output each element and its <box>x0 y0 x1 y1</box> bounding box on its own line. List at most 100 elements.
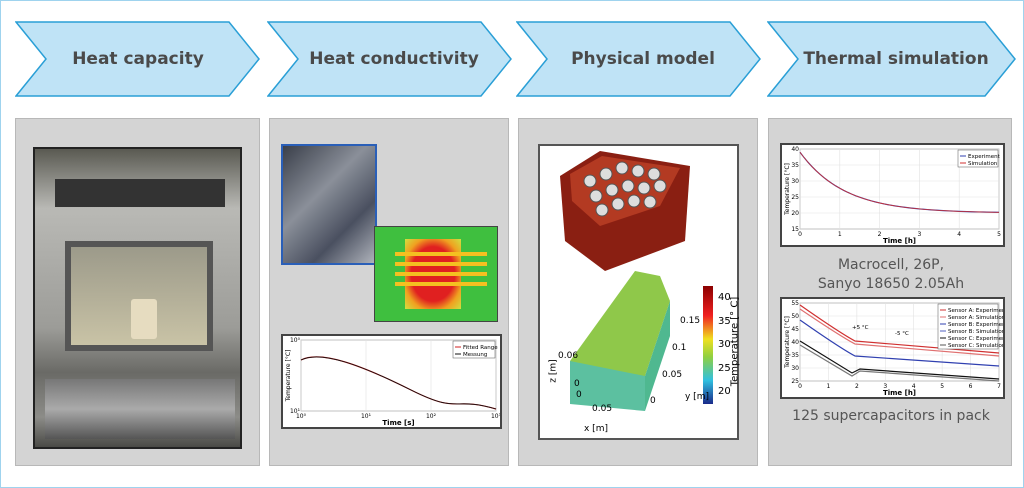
x-tick-label: 5 <box>997 231 1001 238</box>
thermal-image <box>374 226 498 322</box>
legend-entry: Experiment <box>968 154 1001 160</box>
x-tick-label: 0 <box>798 383 802 390</box>
y-tick-label: 15 <box>791 226 799 233</box>
supercapacitor-caption: 125 supercapacitors in pack <box>792 408 990 424</box>
caption-line: Sanyo 18650 2.05Ah <box>817 276 965 292</box>
y-tick-label: 35 <box>791 162 799 169</box>
y-axis-label: Temperature [°C] <box>784 316 791 369</box>
x-tick-label: 6 <box>969 383 973 390</box>
y-tick: 0.1 <box>672 343 687 353</box>
climate-chamber-photo <box>33 147 242 449</box>
y-axis-label: Temperature [°C] <box>285 350 292 403</box>
y-tick: 0.15 <box>680 316 701 326</box>
x-tick-label: 4 <box>912 383 916 390</box>
y-tick: 0.05 <box>662 370 683 380</box>
series-line <box>799 151 1000 213</box>
y-tick-label: 25 <box>791 378 799 385</box>
x-axis-label: Time [h] <box>883 237 916 245</box>
caption-line: Macrocell, 26P, <box>837 257 945 273</box>
y-axis-label: Temperature [°C] <box>784 163 791 216</box>
legend-entry: Sensor B: Simulation <box>948 329 1003 335</box>
colorbar-ticks: 40 35 30 25 20 <box>718 286 731 404</box>
legend <box>957 149 999 168</box>
step-label: Heat conductivity <box>309 49 479 69</box>
legend-entry: Sensor A: Simulation <box>948 315 1003 321</box>
y-tick-label: 55 <box>791 300 799 307</box>
step-label: Thermal simulation <box>803 49 989 69</box>
x-tick-label: 4 <box>957 231 961 238</box>
legend-entry: Sensor C: Simulation <box>948 343 1003 349</box>
z-axis-label: z [m] <box>548 359 559 383</box>
step-thermal-simulation: Thermal simulation <box>767 21 1017 97</box>
x-tick: 0 <box>576 390 582 400</box>
x-tick-label: 0 <box>798 231 802 238</box>
colorbar-tick: 25 <box>718 362 731 374</box>
step-label: Physical model <box>571 49 715 69</box>
x-tick-label: 2 <box>878 231 882 238</box>
y-tick-label: 45 <box>791 326 799 333</box>
legend-entry: Sensor C: Experiment <box>948 336 1003 342</box>
x-tick-label: 10¹ <box>361 413 372 420</box>
x-axis-label: Time [s] <box>382 419 414 427</box>
supercapacitor-chart: 0 1 2 3 4 5 6 7 25 30 35 40 45 50 55 Time [h] Temperatur… <box>780 297 1009 399</box>
x-axis-label: Time [h] <box>883 389 916 397</box>
macrocell-caption: Macrocell, 26P, Sanyo 18650 2.05Ah <box>769 256 1013 294</box>
y-tick-label: 10⁰ <box>290 337 301 344</box>
step-heat-capacity: Heat capacity <box>15 21 261 97</box>
chevron-arrow-icon <box>15 21 260 97</box>
step-physical-model: Physical model <box>516 21 762 97</box>
legend-entry: Messung <box>463 352 487 358</box>
legend-entry: Sensor A: Experiment <box>948 308 1003 314</box>
y-tick-label: 30 <box>791 365 799 372</box>
series-line <box>799 344 1000 382</box>
y-tick-label: 50 <box>791 313 799 320</box>
series-line <box>300 356 497 410</box>
colorbar-tick: 20 <box>718 386 731 397</box>
chevron-arrow-icon <box>267 21 512 97</box>
model-figure: 40 35 30 25 20 Temperature [° C] 0.15 0.… <box>538 144 741 440</box>
step-heat-conductivity: Heat conductivity <box>267 21 513 97</box>
z-tick: 0 <box>574 379 580 389</box>
legend-entry: Sensor B: Experiment <box>948 322 1003 328</box>
x-tick-label: 10³ <box>491 413 500 420</box>
y-tick-label: 30 <box>791 178 799 185</box>
heat-conductivity-chart: 10⁰ 10¹ 10² 10³ 10¹ 10⁰ Time [s] Temperature [°… <box>281 334 502 429</box>
x-tick-label: 1 <box>827 383 831 390</box>
legend <box>937 303 999 350</box>
x-axis-label: x [m] <box>584 424 608 434</box>
legend-entry: Fitted Range <box>463 345 498 351</box>
y-tick-label: 20 <box>791 210 799 217</box>
y-tick-label: 40 <box>791 339 799 346</box>
panel-physical-model: 40 35 30 25 20 Temperature [° C] 0.15 0.… <box>518 118 758 466</box>
legend-entry: Simulation <box>968 161 998 167</box>
chevron-arrow-icon <box>767 21 1016 97</box>
battery-pack-model-icon <box>560 151 713 411</box>
x-tick-label: 10² <box>426 413 437 420</box>
x-tick: 0.05 <box>592 404 613 414</box>
series-line <box>799 319 1000 367</box>
x-tick-label: 2 <box>855 383 859 390</box>
legend <box>452 340 496 359</box>
annotation: +5 °C <box>852 325 869 331</box>
series-line <box>799 308 1000 357</box>
colorbar-label: Temperature [° C] <box>729 296 741 387</box>
y-tick-label: 25 <box>791 194 799 201</box>
y-tick-label: 40 <box>791 146 799 153</box>
macrocell-chart: 0 1 2 3 4 5 15 20 25 30 35 40 Time [h] Temperature [°… <box>780 143 1005 247</box>
panel-heat-capacity <box>15 118 260 466</box>
z-tick: 0.06 <box>558 351 579 361</box>
x-tick-label: 1 <box>838 231 842 238</box>
x-tick-label: 3 <box>883 383 887 390</box>
y-tick: 0 <box>650 396 656 406</box>
series-line <box>799 304 1000 354</box>
x-tick-label: 7 <box>997 383 1001 390</box>
step-label: Heat capacity <box>72 49 204 69</box>
y-tick-label: 35 <box>791 352 799 359</box>
colorbar-tick: 35 <box>718 315 731 327</box>
y-tick-label: 10¹ <box>290 408 301 415</box>
x-tick-label: 5 <box>940 383 944 390</box>
series-line <box>799 340 1000 380</box>
colorbar-tick: 30 <box>718 339 731 350</box>
chevron-arrow-icon <box>516 21 761 97</box>
annotation: -5 °C <box>895 331 909 337</box>
